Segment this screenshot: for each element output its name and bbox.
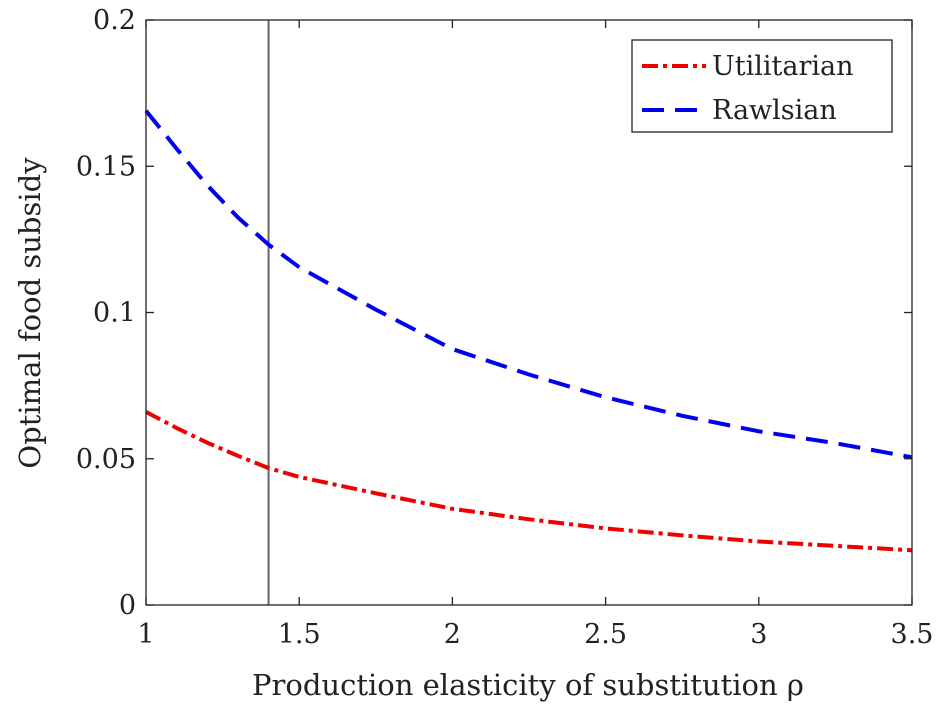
y-tick-label: 0.2 bbox=[93, 5, 136, 36]
y-axis-label: Optimal food subsidy bbox=[13, 157, 47, 469]
series-line-rawlsian bbox=[144, 109, 913, 460]
x-tick-label: 2 bbox=[444, 619, 461, 650]
legend: Utilitarian Rawlsian bbox=[631, 39, 893, 133]
series-line-utilitarian bbox=[145, 410, 913, 553]
x-tick-label: 1 bbox=[137, 619, 154, 650]
chart-marks bbox=[144, 20, 913, 605]
legend-label-rawlsian: Rawlsian bbox=[712, 95, 837, 126]
x-axis-label: Production elasticity of substitution ρ bbox=[252, 668, 804, 702]
y-tick-label: 0.1 bbox=[93, 298, 136, 329]
y-tick-label: 0.05 bbox=[76, 444, 136, 475]
x-tick-label: 3 bbox=[750, 619, 767, 650]
x-tick-label: 2.5 bbox=[584, 619, 627, 650]
axes: 1 1.5 2 2.5 3 3.5 0 0.05 0.1 0.15 0.2 bbox=[76, 5, 934, 650]
y-tick-label: 0 bbox=[119, 590, 136, 621]
legend-label-utilitarian: Utilitarian bbox=[712, 51, 854, 82]
y-tick-label: 0.15 bbox=[76, 151, 136, 182]
x-tick-label: 1.5 bbox=[278, 619, 321, 650]
legend-box bbox=[631, 39, 893, 133]
x-tick-label: 3.5 bbox=[891, 619, 934, 650]
